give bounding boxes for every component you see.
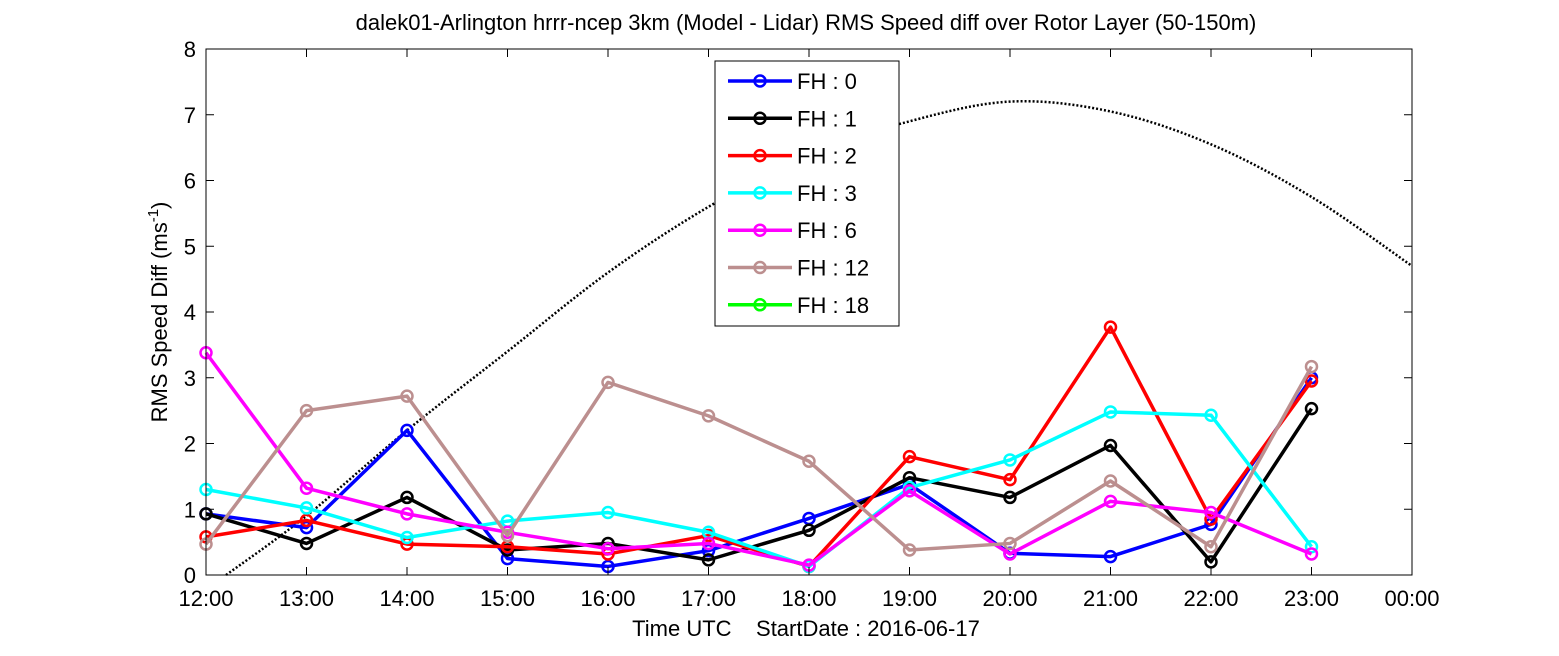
data-point [1103, 549, 1118, 564]
data-point [601, 541, 615, 556]
y-tick-label: 5 [184, 234, 196, 259]
data-point [802, 523, 816, 538]
data-point [400, 507, 414, 521]
data-point [701, 553, 716, 567]
data-point [601, 505, 615, 520]
data-point [500, 528, 515, 543]
y-tick-label: 3 [184, 366, 196, 391]
data-point [400, 490, 414, 505]
data-point [1304, 401, 1319, 416]
data-point [902, 543, 917, 557]
y-axis-label-sup: -1 [145, 209, 162, 222]
data-point [1103, 494, 1118, 509]
data-point [802, 454, 816, 469]
legend-marker [753, 260, 767, 275]
legend-label: FH : 12 [797, 256, 869, 281]
y-tick-label: 6 [184, 169, 196, 194]
data-point [400, 389, 414, 403]
data-point [400, 423, 414, 438]
y-tick-label: 2 [184, 432, 196, 457]
legend-label: FH : 0 [797, 69, 857, 94]
data-point [701, 536, 716, 551]
data-point [1103, 474, 1118, 488]
y-axis: 0 1 2 3 4 5 6 7 8 [184, 37, 1412, 588]
data-point [299, 501, 314, 515]
legend: FH : 0 FH : 1 FH : 2 FH : 3 FH : 6 FH : 12 FH … [714, 60, 900, 327]
x-tick-label: 19:00 [882, 586, 937, 611]
legend-marker [753, 111, 767, 126]
x-tick-label: 00:00 [1384, 586, 1439, 611]
x-tick-label: 22:00 [1183, 586, 1238, 611]
data-point [1304, 359, 1319, 374]
data-point [1103, 405, 1118, 419]
data-point [1304, 374, 1319, 388]
legend-marker [753, 298, 767, 312]
x-tick-label: 12:00 [178, 586, 233, 611]
y-tick-label: 0 [184, 563, 196, 588]
chart-title: dalek01-Arlington hrrr-ncep 3km (Model -… [356, 10, 1257, 35]
data-point [299, 481, 314, 495]
y-axis-label: RMS Speed Diff (ms-1) [145, 202, 172, 423]
series-5 [199, 359, 1319, 557]
y-tick-label: 1 [184, 497, 196, 522]
x-tick-label: 13:00 [279, 586, 334, 611]
series-line [205, 376, 1313, 569]
data-point [1204, 539, 1218, 554]
y-tick-label: 8 [184, 37, 196, 62]
data-point [1103, 320, 1118, 334]
legend-marker [753, 148, 767, 163]
series-line [205, 410, 1313, 569]
x-tick-label: 21:00 [1083, 586, 1138, 611]
data-point [1003, 536, 1017, 551]
x-tick-label: 17:00 [681, 586, 736, 611]
data-point [1204, 505, 1218, 520]
y-axis-label-end: ) [147, 202, 172, 209]
legend-label: FH : 2 [797, 144, 857, 169]
x-tick-label: 23:00 [1284, 586, 1339, 611]
data-point [701, 409, 716, 423]
legend-marker [753, 186, 767, 200]
legend-marker [753, 223, 767, 237]
data-point [1003, 453, 1017, 467]
series-line [204, 365, 1314, 552]
data-point [1204, 408, 1218, 422]
x-axis-label: Time UTC StartDate : 2016-06-17 [632, 616, 980, 641]
data-point [299, 403, 314, 418]
data-point [299, 536, 314, 551]
legend-label: FH : 18 [797, 293, 869, 318]
y-tick-label: 4 [184, 300, 196, 325]
data-point [299, 513, 314, 528]
data-point [1103, 438, 1118, 453]
data-point [400, 530, 414, 545]
legend-label: FH : 3 [797, 181, 857, 206]
legend-marker [753, 74, 767, 88]
x-tick-label: 15:00 [480, 586, 535, 611]
data-point [1003, 490, 1017, 505]
x-tick-label: 20:00 [982, 586, 1037, 611]
data-point [902, 484, 917, 498]
x-axis: 12:00 13:00 14:00 15:00 16:00 17:00 18:00 19:00… [178, 49, 1440, 611]
series-line [205, 407, 1313, 564]
data-point [902, 449, 917, 464]
series-line [204, 351, 1313, 567]
data-point [601, 375, 615, 390]
legend-label: FH : 1 [797, 106, 857, 131]
x-tick-label: 16:00 [580, 586, 635, 611]
x-tick-label: 18:00 [781, 586, 836, 611]
y-axis-label-main: RMS Speed Diff (ms [147, 222, 172, 422]
y-tick-label: 7 [184, 103, 196, 128]
x-tick-label: 14:00 [379, 586, 434, 611]
data-point [1304, 547, 1319, 561]
data-point [1003, 472, 1017, 487]
legend-label: FH : 6 [797, 218, 857, 243]
